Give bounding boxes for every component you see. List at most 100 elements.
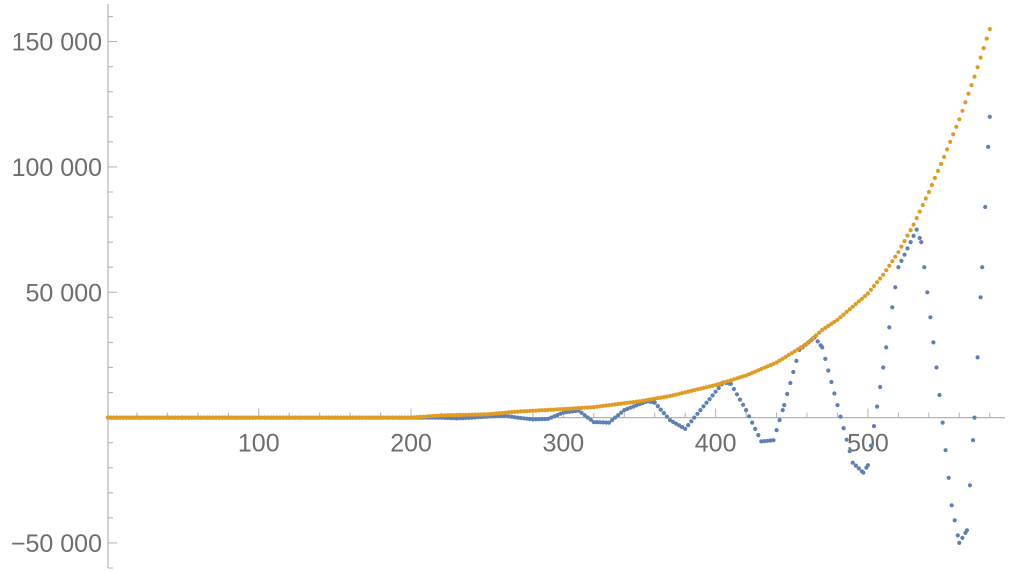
data-point: [747, 414, 752, 419]
data-point: [963, 100, 968, 105]
data-point: [887, 263, 892, 268]
data-point: [543, 416, 548, 422]
data-point: [472, 412, 478, 417]
data-point: [448, 413, 453, 418]
data-point: [296, 415, 301, 420]
data-point: [707, 397, 712, 402]
series-1: [105, 114, 992, 546]
data-point: [567, 409, 572, 414]
data-point: [664, 414, 670, 419]
data-point: [262, 415, 267, 420]
data-point: [878, 276, 883, 281]
data-point: [692, 415, 697, 420]
data-point: [308, 415, 313, 420]
data-point: [841, 426, 846, 431]
data-point: [195, 415, 200, 420]
data-point: [366, 415, 371, 420]
data-point: [299, 415, 304, 420]
data-point: [789, 351, 794, 356]
data-point: [351, 415, 356, 420]
data-point: [274, 415, 280, 420]
data-point: [220, 415, 225, 420]
data-point: [399, 415, 404, 420]
data-point: [937, 392, 942, 398]
data-point: [457, 412, 462, 417]
data-point: [902, 252, 907, 257]
data-point: [980, 265, 985, 270]
data-point: [823, 325, 828, 330]
y-tick-label: 150 000: [12, 29, 102, 57]
data-point: [108, 415, 114, 420]
data-point: [160, 415, 165, 420]
data-point: [853, 463, 858, 468]
data-point: [960, 535, 965, 541]
data-point: [250, 415, 255, 420]
data-point: [811, 336, 816, 341]
data-point: [646, 397, 651, 402]
data-point: [207, 415, 213, 420]
data-point: [960, 108, 965, 113]
data-point: [896, 265, 901, 270]
data-point: [482, 412, 487, 417]
data-point: [512, 415, 517, 420]
data-point: [591, 405, 596, 410]
data-point: [124, 415, 129, 420]
data-point: [911, 233, 916, 238]
data-point: [148, 415, 153, 420]
data-point: [794, 358, 799, 363]
data-point: [176, 415, 181, 420]
data-point: [536, 417, 542, 422]
data-point: [524, 409, 529, 414]
data-point: [804, 341, 810, 346]
data-point: [533, 408, 539, 413]
data-point: [917, 235, 922, 241]
data-point: [978, 55, 983, 60]
data-point: [640, 398, 645, 403]
data-point: [192, 415, 197, 420]
data-point: [832, 319, 837, 324]
data-point: [610, 418, 615, 423]
data-point: [139, 415, 144, 420]
data-point: [750, 420, 755, 425]
data-point: [381, 415, 386, 420]
x-tick-label: 100: [238, 430, 280, 458]
data-point: [850, 460, 855, 465]
data-point: [142, 415, 147, 420]
data-point: [861, 470, 866, 475]
data-point: [625, 400, 630, 405]
data-point: [868, 287, 874, 292]
data-point: [360, 415, 365, 420]
data-point: [460, 412, 465, 417]
data-point: [774, 428, 779, 433]
data-point: [932, 175, 938, 181]
data-point: [112, 415, 117, 420]
axes: 100 200 300 400 500 −50 000 50 000 100 000 150 …: [11, 4, 1005, 569]
data-point: [451, 413, 456, 418]
data-point: [311, 415, 316, 420]
data-point: [981, 46, 986, 51]
data-point: [163, 415, 168, 420]
data-point: [329, 415, 334, 420]
data-point: [281, 415, 286, 420]
data-point: [695, 411, 700, 416]
data-point: [226, 415, 231, 420]
data-point: [451, 416, 456, 421]
data-point: [320, 415, 325, 420]
data-point: [884, 345, 889, 350]
data-point: [859, 296, 864, 301]
data-point: [983, 204, 988, 210]
data-point: [689, 419, 694, 424]
data-point: [169, 415, 175, 420]
data-point: [613, 415, 618, 420]
data-point: [704, 400, 709, 405]
data-point: [558, 407, 563, 412]
data-point: [335, 415, 341, 420]
data-point: [439, 413, 444, 418]
data-point: [105, 415, 111, 420]
data-point: [964, 528, 970, 533]
data-point: [710, 393, 715, 398]
data-point: [698, 408, 703, 413]
data-point: [847, 307, 852, 312]
y-ticks: −50 000 50 000 100 000 150 000: [11, 16, 117, 569]
data-point: [445, 413, 450, 418]
